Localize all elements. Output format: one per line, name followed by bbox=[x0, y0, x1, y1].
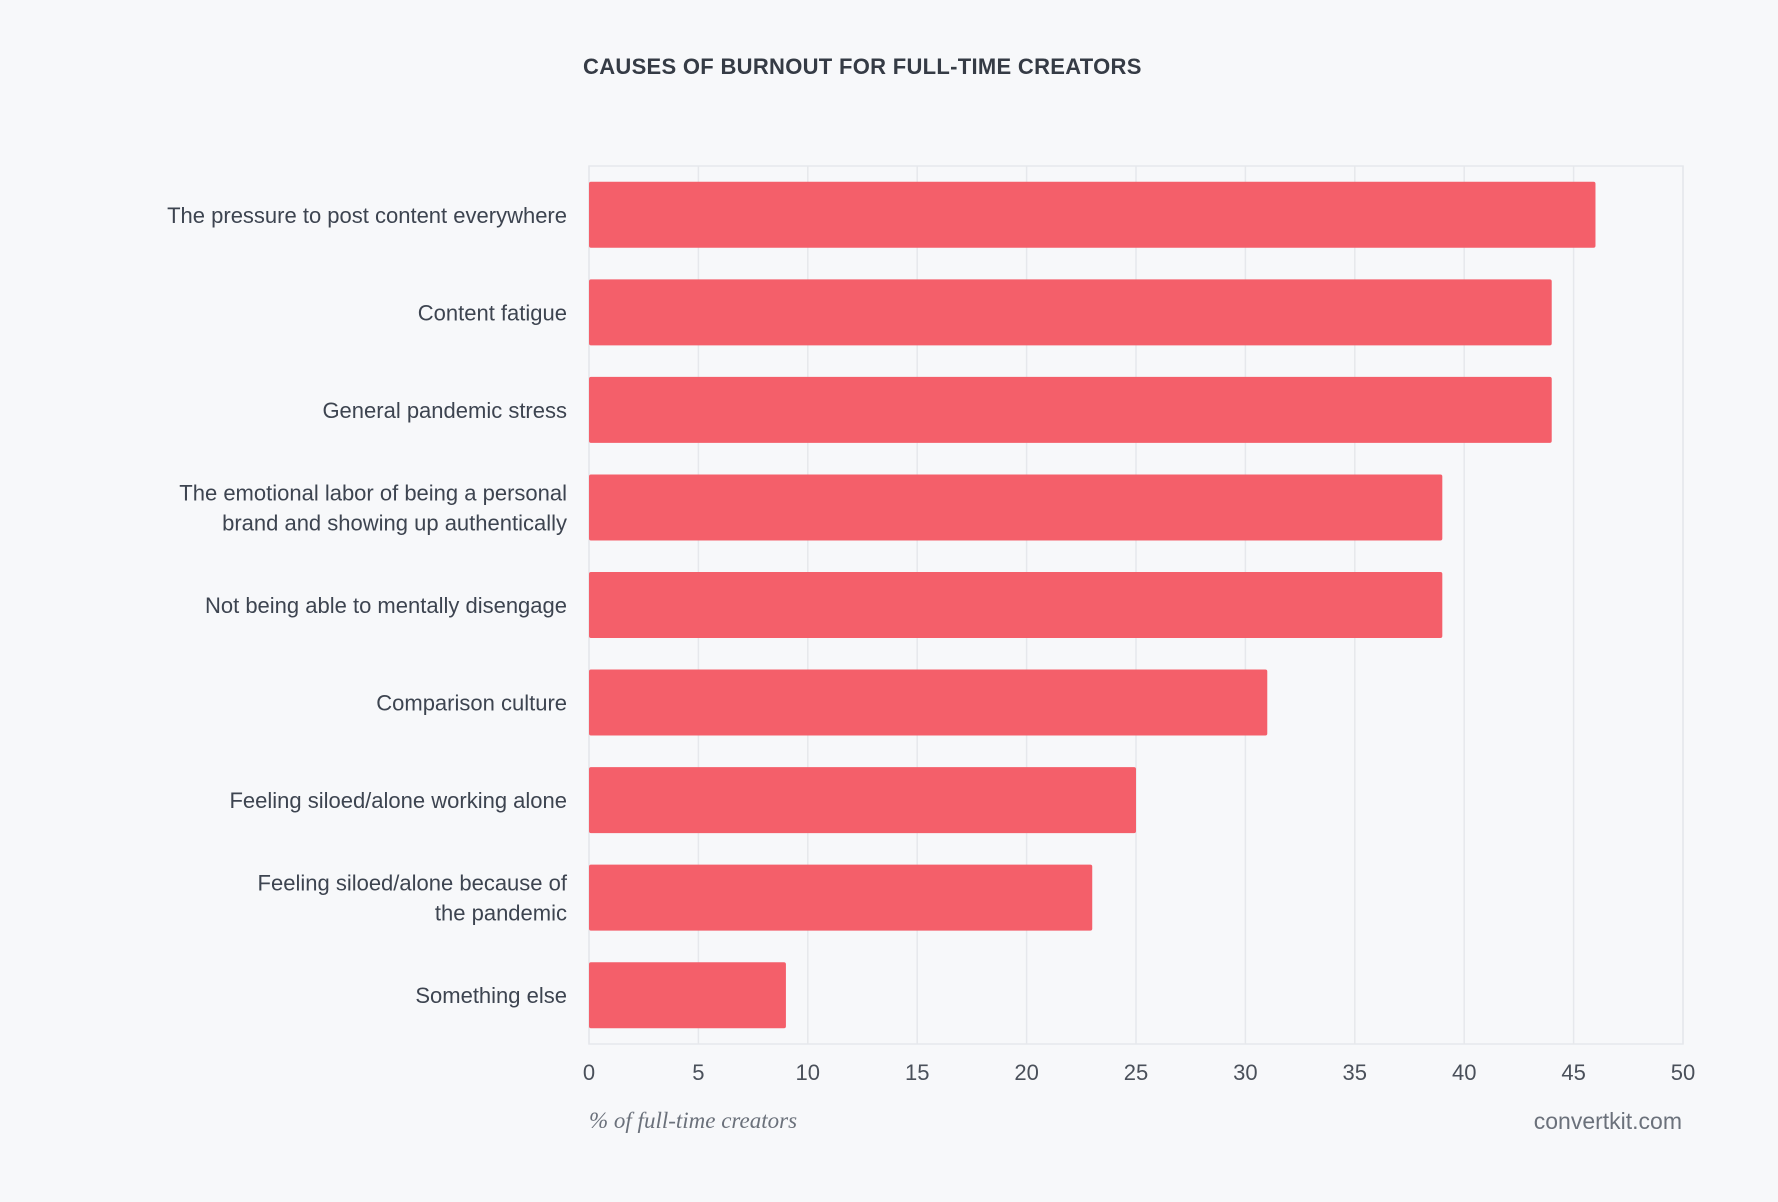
x-tick-label: 30 bbox=[1233, 1060, 1257, 1085]
x-tick-label: 40 bbox=[1452, 1060, 1476, 1085]
category-label: General pandemic stress bbox=[322, 398, 567, 423]
bar bbox=[589, 376, 1552, 443]
x-tick-label: 15 bbox=[905, 1060, 929, 1085]
category-label-line: Content fatigue bbox=[418, 300, 567, 325]
x-tick-label: 20 bbox=[1014, 1060, 1038, 1085]
category-label: The pressure to post content everywhere bbox=[167, 203, 567, 228]
source-credit: convertkit.com bbox=[1533, 1108, 1682, 1134]
x-tick-label: 35 bbox=[1343, 1060, 1367, 1085]
category-label-line: The emotional labor of being a personal bbox=[179, 480, 567, 505]
bar bbox=[589, 962, 786, 1029]
x-tick-label: 0 bbox=[583, 1060, 595, 1085]
x-tick-label: 25 bbox=[1124, 1060, 1148, 1085]
x-tick-label: 10 bbox=[796, 1060, 820, 1085]
bar bbox=[589, 864, 1093, 931]
category-label: Comparison culture bbox=[376, 691, 567, 716]
x-tick-label: 45 bbox=[1561, 1060, 1585, 1085]
category-label-line: Something else bbox=[415, 983, 567, 1008]
x-tick-label: 5 bbox=[692, 1060, 704, 1085]
category-label-line: Feeling siloed/alone because of bbox=[258, 871, 568, 896]
bar bbox=[589, 181, 1596, 248]
category-label: Something else bbox=[415, 983, 567, 1008]
bar bbox=[589, 474, 1443, 541]
category-label: Content fatigue bbox=[418, 300, 567, 325]
bar bbox=[589, 669, 1268, 736]
category-label-line: Feeling siloed/alone working alone bbox=[229, 788, 567, 813]
category-label-line: The pressure to post content everywhere bbox=[167, 203, 567, 228]
bar bbox=[589, 572, 1443, 638]
category-label-line: Comparison culture bbox=[376, 691, 567, 716]
x-axis-label: % of full-time creators bbox=[589, 1108, 798, 1133]
category-label-line: Not being able to mentally disengage bbox=[205, 593, 567, 618]
bar bbox=[589, 279, 1552, 346]
category-label: Not being able to mentally disengage bbox=[205, 593, 567, 618]
category-label-line: brand and showing up authentically bbox=[222, 510, 567, 535]
category-label-line: the pandemic bbox=[435, 901, 567, 926]
category-label: Feeling siloed/alone working alone bbox=[229, 788, 567, 813]
category-label: Feeling siloed/alone because of the pande… bbox=[258, 871, 568, 926]
category-label: The emotional labor of being a personal b… bbox=[179, 480, 567, 535]
bar bbox=[589, 767, 1136, 834]
category-label-line: General pandemic stress bbox=[322, 398, 567, 423]
x-tick-label: 50 bbox=[1671, 1060, 1695, 1085]
chart-title: CAUSES OF BURNOUT FOR FULL-TIME CREATORS bbox=[583, 54, 1142, 79]
